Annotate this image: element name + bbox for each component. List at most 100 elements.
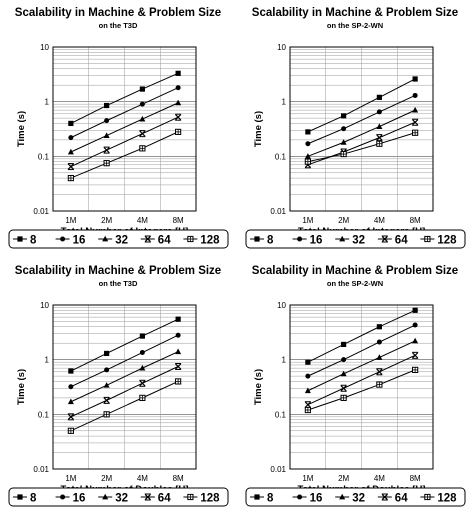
legend-item-128: 128 bbox=[420, 493, 457, 505]
legend-item-64: 64 bbox=[377, 235, 408, 247]
data-point-16 bbox=[104, 118, 110, 124]
legend-item-8: 8 bbox=[250, 235, 274, 247]
data-point-8 bbox=[68, 368, 74, 374]
chart-int-sp2: Scalability in Machine & Problem Size on … bbox=[245, 7, 466, 249]
series-32 bbox=[67, 99, 182, 155]
series-128 bbox=[67, 128, 182, 182]
series-line-128 bbox=[307, 369, 416, 411]
data-point-64 bbox=[175, 362, 182, 370]
data-point-16 bbox=[412, 92, 418, 98]
data-point-8 bbox=[376, 324, 382, 330]
legend-label: 16 bbox=[73, 493, 86, 505]
data-point-64 bbox=[304, 401, 311, 409]
data-point-16 bbox=[139, 101, 145, 107]
data-point-32 bbox=[175, 348, 182, 355]
legend-box bbox=[8, 487, 229, 507]
data-point-16 bbox=[341, 126, 347, 132]
legend-marker bbox=[297, 494, 303, 500]
data-point-32 bbox=[103, 382, 110, 388]
legend-marker bbox=[17, 494, 23, 500]
marker-x-b bbox=[376, 134, 383, 141]
data-point-64 bbox=[412, 351, 419, 359]
data-point-128 bbox=[175, 378, 182, 385]
plot-frame bbox=[52, 304, 197, 470]
legend-label: 128 bbox=[200, 235, 220, 247]
y-tick-label: 10 bbox=[40, 43, 49, 52]
data-point-8 bbox=[139, 333, 145, 339]
legend-marker bbox=[144, 235, 151, 243]
series-8 bbox=[305, 76, 418, 135]
legend-marker bbox=[339, 493, 346, 500]
legend-marker bbox=[60, 494, 66, 500]
legend-marker bbox=[187, 493, 194, 501]
series-line-128 bbox=[307, 132, 416, 163]
data-point-8 bbox=[175, 70, 181, 76]
legend-item-128: 128 bbox=[183, 493, 220, 505]
marker-x-b bbox=[412, 352, 419, 359]
series-line-64 bbox=[307, 354, 416, 406]
marker-x-b bbox=[412, 119, 419, 126]
legend-marker bbox=[102, 493, 109, 500]
grid-lines bbox=[53, 46, 196, 212]
data-point-64 bbox=[175, 113, 182, 121]
legend-label: 16 bbox=[310, 493, 323, 505]
legend-item-16: 16 bbox=[292, 235, 322, 247]
series-line-32 bbox=[70, 351, 179, 403]
legend-item-64: 64 bbox=[377, 493, 408, 505]
chart-subtitle: on the SP-2-WN bbox=[327, 279, 383, 288]
series-64 bbox=[67, 113, 182, 171]
series-line-64 bbox=[307, 121, 416, 166]
series-line-64 bbox=[70, 366, 179, 418]
x-tick-label: 4M bbox=[374, 474, 385, 483]
data-point-128 bbox=[67, 427, 74, 434]
x-tick-label: 1M bbox=[65, 474, 76, 483]
y-tick-label: 10 bbox=[277, 43, 286, 52]
x-tick-label: 4M bbox=[137, 216, 148, 225]
plot-frame bbox=[52, 46, 197, 212]
y-tick-label: 0.1 bbox=[38, 152, 50, 161]
y-tick-label: 0.01 bbox=[270, 207, 286, 216]
legend-marker bbox=[187, 235, 194, 243]
data-point-8 bbox=[305, 359, 311, 365]
data-point-32 bbox=[139, 364, 146, 371]
marker-x-b bbox=[381, 493, 388, 501]
legend-label: 32 bbox=[115, 493, 128, 505]
data-point-16 bbox=[376, 339, 382, 345]
data-point-128 bbox=[304, 158, 311, 165]
data-point-32 bbox=[304, 387, 311, 394]
chart-subtitle: on the T3D bbox=[99, 21, 138, 30]
chart-subtitle: on the T3D bbox=[99, 279, 138, 288]
data-point-128 bbox=[175, 128, 182, 135]
marker-x-b bbox=[144, 493, 151, 501]
legend-box bbox=[8, 229, 229, 249]
legend-marker bbox=[381, 235, 388, 243]
legend-item-128: 128 bbox=[420, 235, 457, 247]
x-tick-label: 1M bbox=[65, 216, 76, 225]
data-point-32 bbox=[67, 148, 74, 155]
data-point-16 bbox=[139, 350, 145, 356]
data-point-8 bbox=[68, 120, 74, 127]
x-tick-label: 8M bbox=[173, 474, 184, 483]
chart-dbl-sp2: Scalability in Machine & Problem Size on … bbox=[245, 265, 466, 507]
marker-x-b bbox=[67, 413, 74, 420]
marker-x-b bbox=[103, 147, 110, 154]
data-point-16 bbox=[175, 332, 181, 338]
legend-label: 8 bbox=[30, 235, 37, 247]
data-point-16 bbox=[104, 367, 110, 373]
data-point-128 bbox=[103, 160, 110, 167]
x-tick-label: 1M bbox=[302, 216, 313, 225]
series-line-16 bbox=[70, 87, 179, 139]
marker-x-b bbox=[376, 368, 383, 375]
legend-marker bbox=[381, 493, 388, 501]
chart-dbl-t3d: Scalability in Machine & Problem Size on … bbox=[8, 265, 229, 507]
data-point-32 bbox=[340, 370, 347, 377]
chart-panel-dbl-sp2: Scalability in Machine & Problem Size on … bbox=[237, 258, 474, 516]
legend-item-64: 64 bbox=[140, 235, 171, 247]
legend-box bbox=[245, 487, 466, 507]
legend-label: 128 bbox=[437, 493, 457, 505]
legend-item-8: 8 bbox=[250, 493, 274, 505]
data-point-32 bbox=[67, 398, 74, 405]
marker-x-b bbox=[381, 235, 388, 243]
plot-frame bbox=[289, 304, 434, 470]
legend-item-32: 32 bbox=[98, 235, 128, 247]
